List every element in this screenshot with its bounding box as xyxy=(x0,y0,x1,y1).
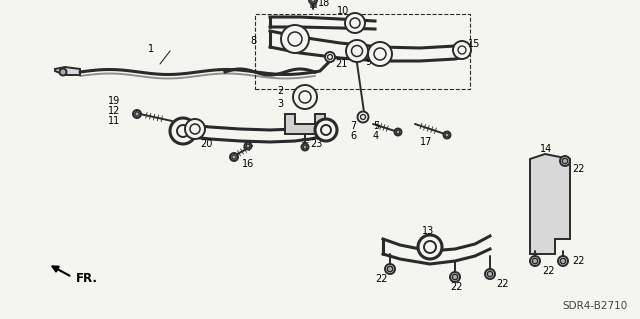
Circle shape xyxy=(487,271,493,277)
Circle shape xyxy=(230,153,238,161)
Circle shape xyxy=(328,55,333,60)
Text: 4: 4 xyxy=(373,131,379,141)
Text: 23: 23 xyxy=(310,139,323,149)
Ellipse shape xyxy=(190,124,200,134)
Text: 22: 22 xyxy=(375,274,387,284)
Circle shape xyxy=(560,156,570,166)
Text: 15: 15 xyxy=(468,39,481,49)
Polygon shape xyxy=(285,114,325,134)
Ellipse shape xyxy=(288,32,302,46)
Text: 10: 10 xyxy=(337,6,349,16)
Text: 19: 19 xyxy=(108,96,120,106)
Ellipse shape xyxy=(351,46,362,56)
Circle shape xyxy=(560,258,566,264)
Circle shape xyxy=(396,130,400,134)
Circle shape xyxy=(358,112,369,122)
Text: 7: 7 xyxy=(350,121,356,131)
Ellipse shape xyxy=(368,42,392,66)
Text: 22: 22 xyxy=(572,164,584,174)
Circle shape xyxy=(360,115,365,120)
Circle shape xyxy=(450,272,460,282)
Circle shape xyxy=(530,256,540,266)
Text: 21: 21 xyxy=(335,59,348,69)
Text: 13: 13 xyxy=(422,226,434,236)
Ellipse shape xyxy=(299,91,311,103)
Ellipse shape xyxy=(345,13,365,33)
Circle shape xyxy=(177,125,189,137)
Text: 1: 1 xyxy=(148,44,154,54)
Circle shape xyxy=(424,241,436,253)
Circle shape xyxy=(387,266,393,272)
Text: 20: 20 xyxy=(200,139,212,149)
Polygon shape xyxy=(530,154,570,254)
Circle shape xyxy=(244,143,252,150)
Text: SDR4-B2710: SDR4-B2710 xyxy=(563,301,628,311)
Circle shape xyxy=(325,52,335,62)
Circle shape xyxy=(385,264,395,274)
Circle shape xyxy=(309,0,317,4)
Circle shape xyxy=(135,112,140,116)
Circle shape xyxy=(453,41,471,59)
Circle shape xyxy=(351,46,362,56)
Text: 12: 12 xyxy=(108,106,120,116)
Text: 22: 22 xyxy=(496,279,509,289)
Circle shape xyxy=(444,131,451,138)
Circle shape xyxy=(445,133,449,137)
Circle shape xyxy=(394,129,401,136)
Text: 8: 8 xyxy=(250,36,256,46)
Circle shape xyxy=(452,274,458,280)
Text: 5: 5 xyxy=(373,121,380,131)
Text: 6: 6 xyxy=(350,131,356,141)
Circle shape xyxy=(246,144,250,148)
Ellipse shape xyxy=(293,85,317,109)
Circle shape xyxy=(558,256,568,266)
Circle shape xyxy=(303,145,307,149)
Ellipse shape xyxy=(350,18,360,28)
Circle shape xyxy=(301,144,308,151)
Circle shape xyxy=(232,155,236,159)
Ellipse shape xyxy=(346,40,368,62)
Text: 2: 2 xyxy=(276,86,283,96)
Circle shape xyxy=(458,46,466,54)
Circle shape xyxy=(315,119,337,141)
Text: 9: 9 xyxy=(365,57,371,67)
Ellipse shape xyxy=(374,48,386,60)
Text: 3: 3 xyxy=(277,99,283,109)
Polygon shape xyxy=(55,67,80,75)
Text: FR.: FR. xyxy=(76,272,98,286)
Circle shape xyxy=(321,125,331,135)
Circle shape xyxy=(563,158,568,164)
Text: 18: 18 xyxy=(318,0,330,8)
Text: 14: 14 xyxy=(540,144,552,154)
Circle shape xyxy=(418,235,442,259)
Circle shape xyxy=(170,118,196,144)
Circle shape xyxy=(532,258,538,264)
Text: 22: 22 xyxy=(450,282,463,292)
Text: 11: 11 xyxy=(108,116,120,126)
Circle shape xyxy=(133,110,141,118)
Text: 22: 22 xyxy=(542,266,554,276)
Circle shape xyxy=(353,48,358,54)
Text: 17: 17 xyxy=(420,137,433,147)
Text: 22: 22 xyxy=(572,256,584,266)
Text: 16: 16 xyxy=(242,159,254,169)
Ellipse shape xyxy=(281,25,309,53)
Circle shape xyxy=(60,69,67,76)
Circle shape xyxy=(311,0,315,2)
Ellipse shape xyxy=(185,119,205,139)
Circle shape xyxy=(485,269,495,279)
FancyArrowPatch shape xyxy=(52,266,70,276)
